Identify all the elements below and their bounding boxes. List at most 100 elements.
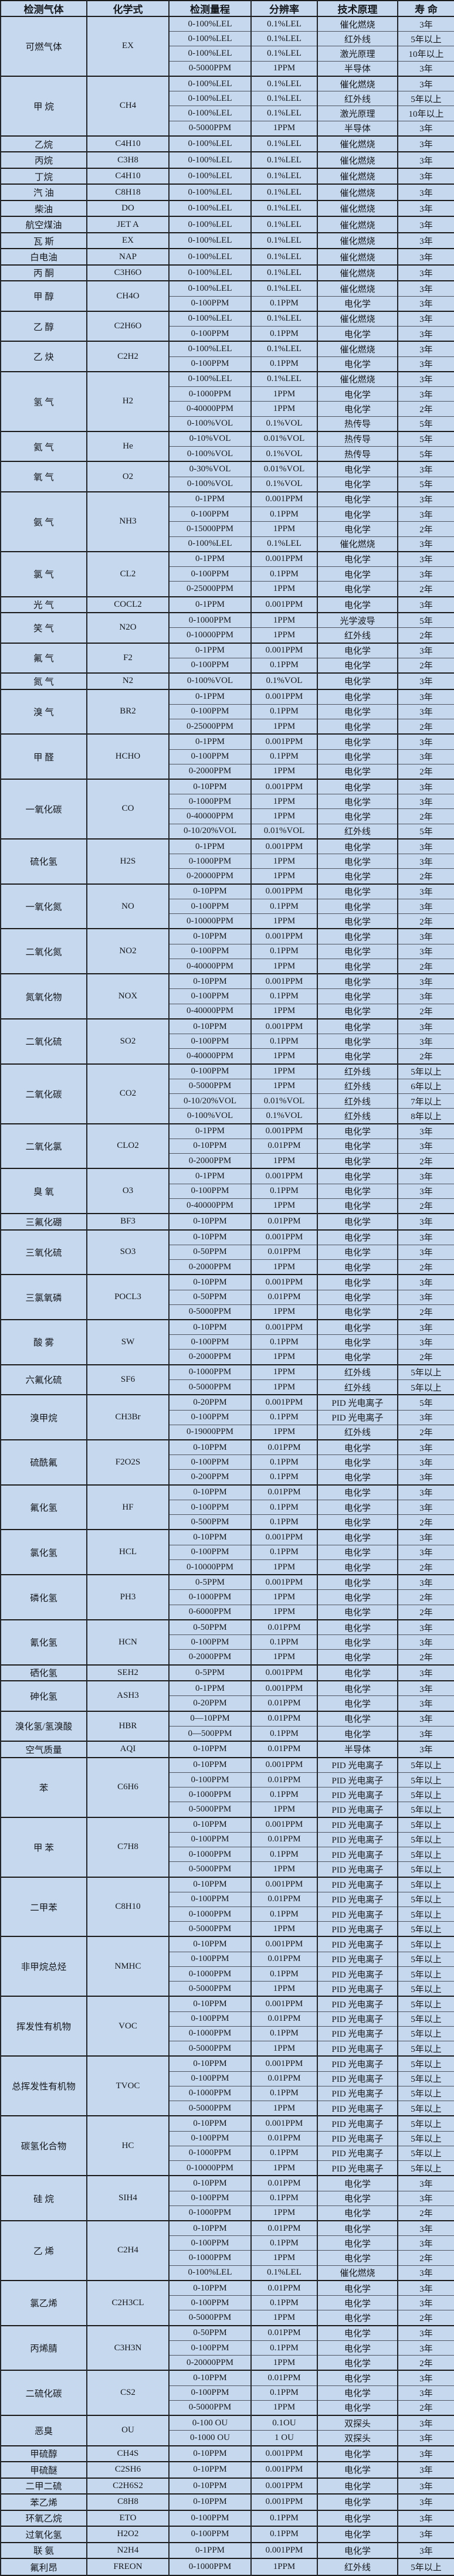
formula-cell: F2O2S (86, 1439, 170, 1486)
range-cell: 0-100PPM (168, 1772, 252, 1788)
lifespan-cell: 3年 (397, 883, 454, 899)
principle-cell: 电化学 (317, 973, 398, 990)
resolution-cell: 0.1PPM (250, 1454, 318, 1470)
table-row: 0-100PPM 0.1PPM 电化学 3年 (1, 326, 454, 342)
formula-cell: VOC (86, 1996, 170, 2057)
resolution-cell: 0.1%LEL (250, 280, 318, 297)
table-row: 0-1000PPM 1PPM 电化学 2年 (1, 1589, 454, 1605)
range-cell: 0-100PPM (168, 1034, 252, 1049)
range-cell: 0-50PPM (168, 1619, 252, 1636)
resolution-cell: 0.1PPM (250, 898, 318, 915)
lifespan-cell: 5年以上 (397, 1891, 454, 1908)
table-row: 0-100PPM 0.1PPM 电化学 3年 (1, 1454, 454, 1470)
lifespan-cell: 3年 (397, 120, 454, 137)
lifespan-cell: 5年 (397, 823, 454, 840)
lifespan-cell: 3年 (397, 341, 454, 357)
resolution-cell: 0.001PPM (250, 2055, 318, 2072)
principle-cell: 催化燃烧 (317, 280, 398, 297)
table-row: 硅 烷 SIH4 0-10PPM 0.01PPM 电化学 3年 (0, 2175, 454, 2221)
principle-cell: 电化学 (317, 672, 398, 690)
table-row: 二氧化碳 CO2 0-100PPM 1PPM 红外线 5年以上 (0, 1063, 454, 1124)
range-cell: 0-100PPM (168, 2509, 252, 2527)
table-row: 非甲烷总烃 NMHC 0-10PPM 0.001PPM PID 光电离子 5年以上 (0, 1936, 454, 1997)
range-cell: 0-10000PPM (168, 2160, 252, 2176)
range-cell: 0-10PPM (168, 1018, 252, 1035)
lifespan-cell: 3年 (397, 2526, 454, 2543)
range-cell: 0-100%LEL (168, 341, 252, 357)
table-row: 0-25000PPM 1PPM 电化学 2年 (1, 581, 454, 597)
resolution-cell: 0.001PPM (250, 1123, 318, 1139)
range-cell: 0-10000PPM (168, 627, 252, 644)
range-cell: 0-100PPM (168, 988, 252, 1004)
principle-cell: 电化学 (317, 566, 398, 582)
resolution-cell: 1PPM (250, 2101, 318, 2116)
table-row: 0-1000PPM 0.1PPM PID 光电离子 5年以上 (1, 1787, 454, 1803)
lifespan-cell: 5年 (397, 611, 454, 628)
lifespan-cell: 5年以上 (397, 2160, 454, 2176)
range-cell: 0-10PPM (168, 1439, 252, 1456)
range-cell: 0-1PPM (168, 550, 252, 567)
principle-cell: 催化燃烧 (317, 199, 398, 217)
gas-name-cell: 砷化氢 (0, 1680, 87, 1712)
resolution-cell: 0.1PPM (250, 2085, 318, 2102)
gas-name-cell: 过氧化氢 (0, 2526, 87, 2543)
principle-cell: 催化燃烧 (317, 183, 398, 201)
principle-cell: 半导体 (317, 60, 398, 77)
lifespan-cell: 2年 (397, 401, 454, 417)
resolution-cell: 0.1%VOL (250, 1108, 318, 1124)
resolution-cell: 1PPM (250, 1198, 318, 1214)
resolution-cell: 0.01PPM (250, 1244, 318, 1260)
range-cell: 0-100PPM (168, 566, 252, 582)
range-cell: 0-1000PPM (168, 1589, 252, 1605)
range-cell: 0-10PPM (168, 1996, 252, 2012)
table-row: 甲 醛 HCHO 0-1PPM 0.001PPM 电化学 3年 (0, 733, 454, 780)
formula-cell: TVOC (86, 2055, 170, 2116)
range-cell: 0-10/20%VOL (168, 823, 252, 840)
range-cell: 0-100%LEL (168, 46, 252, 62)
range-cell: 0-100PPM (168, 2385, 252, 2401)
lifespan-cell: 2年 (397, 2355, 454, 2371)
formula-cell: C3H8 (86, 151, 170, 169)
resolution-cell: 0.001PPM (250, 2541, 318, 2559)
header-row: 检测气体 化学式 检测量程 分辨率 技术原理 寿 命 (0, 0, 454, 17)
range-cell: 0-100PPM (168, 1183, 252, 1199)
principle-cell: 红外线 (317, 2558, 398, 2576)
header-cell-lifespan: 寿 命 (397, 0, 454, 17)
lifespan-cell: 3年 (397, 672, 454, 690)
resolution-cell: 0.001PPM (250, 779, 318, 795)
lifespan-cell: 3年 (397, 779, 454, 795)
lifespan-cell: 7年以上 (397, 1093, 454, 1109)
range-cell: 0-1000PPM (168, 1364, 252, 1380)
principle-cell: 激光原理 (317, 106, 398, 121)
table-row: 柴油 DO 0-100%LEL 0.1%LEL 催化燃烧 3年 (0, 199, 454, 217)
principle-cell: PID 光电离子 (317, 1936, 398, 1952)
range-cell: 0-10PPM (168, 2445, 252, 2462)
range-cell: 0-2000PPM (168, 1259, 252, 1275)
lifespan-cell: 3年 (397, 1183, 454, 1199)
principle-cell: 电化学 (317, 1634, 398, 1650)
formula-cell: COCL2 (86, 596, 170, 613)
resolution-cell: 0.001PPM (250, 2445, 318, 2462)
table-row: 0-10PPM 0.01PPM 电化学 3年 (1, 1138, 454, 1154)
lifespan-cell: 3年 (397, 1289, 454, 1305)
table-row: 二氧化硫 SO2 0-10PPM 0.001PPM 电化学 3年 (0, 1018, 454, 1065)
table-row: 0-10/20%VOL 0.01%VOL 红外线 5年 (1, 823, 454, 840)
range-cell: 0-10PPM (168, 1741, 252, 1758)
table-row: 0-15000PPM 1PPM 电化学 2年 (1, 521, 454, 537)
lifespan-cell: 3年 (397, 461, 454, 477)
gas-name-cell: 氯乙烯 (0, 2279, 87, 2326)
resolution-cell: 1PPM (250, 1349, 318, 1365)
table-row: 甲硫醚 C2SH6 0-10PPM 0.001PPM 电化学 3年 (0, 2461, 454, 2479)
table-row: 0-5000PPM 1PPM 红外线 5年以上 (1, 1379, 454, 1395)
resolution-cell: 0.1%LEL (250, 183, 318, 201)
table-row: 0-100PPM 0.1PPM 电化学 3年 (1, 1034, 454, 1049)
table-row: 二氧化氮 NO2 0-10PPM 0.001PPM 电化学 3年 (0, 928, 454, 974)
range-cell: 0-100%LEL (168, 248, 252, 266)
table-row: 0-6000PPM 1PPM 电化学 2年 (1, 1604, 454, 1620)
principle-cell: 电化学 (317, 898, 398, 915)
lifespan-cell: 3年 (397, 326, 454, 342)
gas-name-cell: 磷化氢 (0, 1574, 87, 1620)
lifespan-cell: 3年 (397, 2541, 454, 2559)
range-cell: 0-100 OU (168, 2415, 252, 2431)
lifespan-cell: 5年以上 (397, 2071, 454, 2086)
